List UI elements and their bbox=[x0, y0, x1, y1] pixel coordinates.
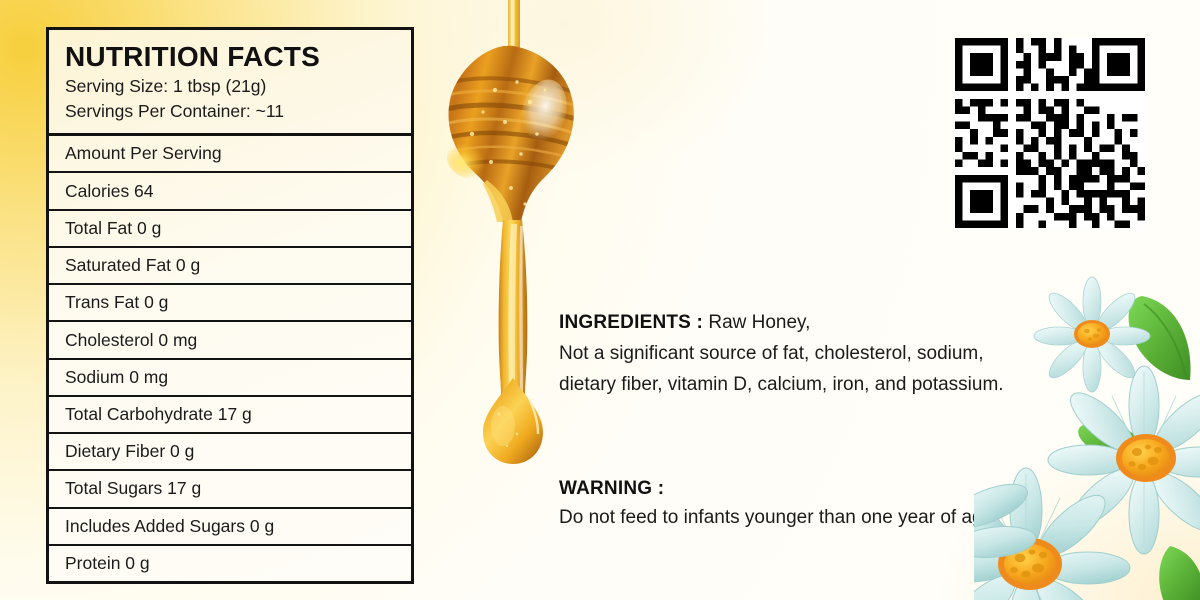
warning-section: WARNING : Do not feed to infants younger… bbox=[559, 478, 1014, 534]
table-row: Cholesterol 0 mg bbox=[49, 322, 411, 360]
table-row: Calories 64 bbox=[49, 173, 411, 211]
warning-heading: WARNING : bbox=[559, 478, 665, 499]
ingredients-note: Not a significant source of fat, cholest… bbox=[559, 342, 1004, 395]
serving-size-text: Serving Size: 1 tbsp (21g) bbox=[65, 76, 267, 97]
ingredients-value: Raw Honey, bbox=[703, 312, 811, 333]
table-row: Sodium 0 mg bbox=[49, 360, 411, 397]
warning-text: Do not feed to infants younger than one … bbox=[559, 507, 999, 528]
nutrition-rows: Amount Per Serving Calories 64 Total Fat… bbox=[49, 136, 411, 581]
table-row: Total Sugars 17 g bbox=[49, 471, 411, 509]
table-row: Trans Fat 0 g bbox=[49, 285, 411, 323]
table-row: Protein 0 g bbox=[65, 552, 150, 573]
table-row: Amount Per Serving bbox=[49, 136, 411, 174]
ingredients-line: INGREDIENTS : Raw Honey, bbox=[559, 308, 1014, 339]
page-title: NUTRITION FACTS bbox=[65, 41, 320, 72]
ingredients-section: INGREDIENTS : Raw Honey, Not a significa… bbox=[559, 308, 1014, 400]
table-row: Dietary Fiber 0 g bbox=[49, 434, 411, 472]
table-row: Total Carbohydrate 17 g bbox=[49, 397, 411, 435]
servings-per-container-text: Servings Per Container: ~11 bbox=[65, 101, 285, 122]
table-row: Includes Added Sugars 0 g bbox=[49, 509, 411, 546]
table-row: Saturated Fat 0 g bbox=[49, 248, 411, 286]
qr-code-icon[interactable] bbox=[955, 38, 1145, 228]
ingredients-heading: INGREDIENTS : bbox=[559, 312, 704, 333]
nutrition-facts-panel: NUTRITION FACTS Serving Size: 1 tbsp (21… bbox=[46, 27, 414, 584]
table-row: Total Fat 0 g bbox=[49, 211, 411, 248]
nutrition-header: NUTRITION FACTS Serving Size: 1 tbsp (21… bbox=[49, 30, 411, 137]
